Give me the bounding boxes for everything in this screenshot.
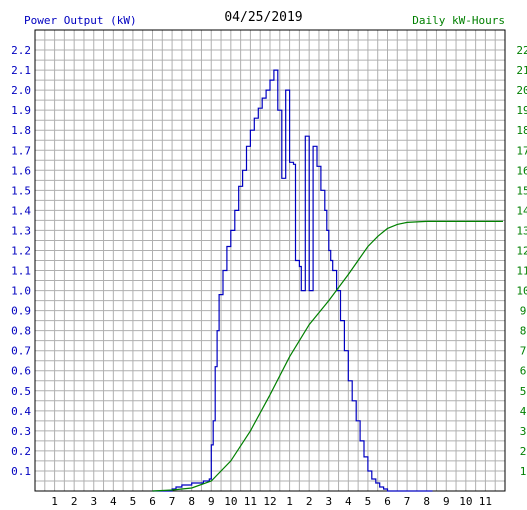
right-tick-label: 1 (520, 465, 527, 478)
x-tick-label: 3 (325, 495, 332, 508)
x-tick-label: 7 (404, 495, 411, 508)
left-tick-label: 1.7 (11, 144, 31, 157)
x-tick-label: 6 (149, 495, 156, 508)
x-tick-label: 4 (345, 495, 352, 508)
x-tick-label: 9 (208, 495, 215, 508)
right-axis-label: Daily kW-Hours (412, 14, 505, 27)
power-output-line (152, 69, 433, 492)
right-tick-label: 6 (520, 365, 527, 378)
left-tick-label: 0.4 (11, 405, 31, 418)
x-tick-label: 2 (71, 495, 78, 508)
left-axis-ticks: 0.1 0.2 0.3 0.4 0.5 0.6 0.7 0.8 0.9 1.0 1.1 1.2 1.3 1… (11, 44, 31, 478)
right-tick-label: 4 (520, 405, 527, 418)
right-tick-label: 12 (516, 244, 527, 257)
right-tick-label: 8 (520, 325, 527, 338)
left-tick-label: 1.9 (11, 104, 31, 117)
plot-frame (34, 29, 506, 492)
right-tick-label: 22 (516, 44, 527, 57)
left-tick-label: 0.5 (11, 385, 31, 398)
left-tick-label: 0.2 (11, 445, 31, 458)
left-tick-label: 1.2 (11, 244, 31, 257)
series-layer (152, 69, 503, 492)
left-tick-label: 2.2 (11, 44, 31, 57)
right-tick-label: 19 (516, 104, 527, 117)
x-tick-label: 7 (169, 495, 176, 508)
x-tick-label: 2 (306, 495, 313, 508)
left-tick-label: 0.1 (11, 465, 31, 478)
chart-title: 04/25/2019 (224, 10, 303, 25)
right-tick-label: 15 (516, 184, 527, 197)
right-tick-label: 16 (516, 164, 527, 177)
x-tick-label: 10 (224, 495, 237, 508)
left-tick-label: 2.1 (11, 64, 31, 77)
right-tick-label: 21 (516, 64, 527, 77)
x-tick-label: 1 (286, 495, 293, 508)
left-tick-label: 1.6 (11, 164, 31, 177)
left-tick-label: 1.8 (11, 124, 31, 137)
left-tick-label: 1.5 (11, 184, 31, 197)
right-tick-label: 2 (520, 445, 527, 458)
right-tick-label: 3 (520, 425, 527, 438)
x-tick-label: 5 (130, 495, 137, 508)
left-tick-label: 0.6 (11, 365, 31, 378)
x-tick-label: 6 (384, 495, 391, 508)
x-tick-label: 10 (459, 495, 472, 508)
left-tick-label: 2.0 (11, 84, 31, 97)
left-tick-label: 1.3 (11, 224, 31, 237)
right-tick-label: 11 (516, 265, 527, 278)
left-tick-label: 0.3 (11, 425, 31, 438)
x-tick-label: 12 (263, 495, 276, 508)
chart-grid (35, 30, 505, 491)
right-tick-label: 9 (520, 305, 527, 318)
right-tick-label: 10 (516, 285, 527, 298)
left-axis-label: Power Output (kW) (24, 14, 137, 27)
left-tick-label: 0.9 (11, 305, 31, 318)
x-tick-label: 11 (244, 495, 257, 508)
x-tick-label: 8 (188, 495, 195, 508)
right-tick-label: 17 (516, 144, 527, 157)
daily-kwh-line (152, 220, 503, 492)
x-tick-label: 4 (110, 495, 117, 508)
right-tick-label: 20 (516, 84, 527, 97)
x-tick-label: 5 (365, 495, 372, 508)
left-tick-label: 1.0 (11, 285, 31, 298)
right-tick-label: 5 (520, 385, 527, 398)
x-axis-ticks: 1 2 3 4 5 6 7 8 9 10 11 12 1 2 3 4 5 6 7 8 9 10 11 (51, 495, 492, 508)
x-tick-label: 3 (90, 495, 97, 508)
right-tick-label: 7 (520, 345, 527, 358)
x-tick-label: 8 (423, 495, 430, 508)
plot-border (34, 29, 506, 492)
left-tick-label: 0.8 (11, 325, 31, 338)
left-tick-label: 1.4 (11, 204, 31, 217)
x-tick-label: 9 (443, 495, 450, 508)
right-tick-label: 14 (516, 204, 527, 217)
left-tick-label: 1.1 (11, 265, 31, 278)
right-tick-label: 13 (516, 224, 527, 237)
right-tick-label: 18 (516, 124, 527, 137)
left-tick-label: 0.7 (11, 345, 31, 358)
x-tick-label: 11 (479, 495, 492, 508)
x-tick-label: 1 (51, 495, 58, 508)
